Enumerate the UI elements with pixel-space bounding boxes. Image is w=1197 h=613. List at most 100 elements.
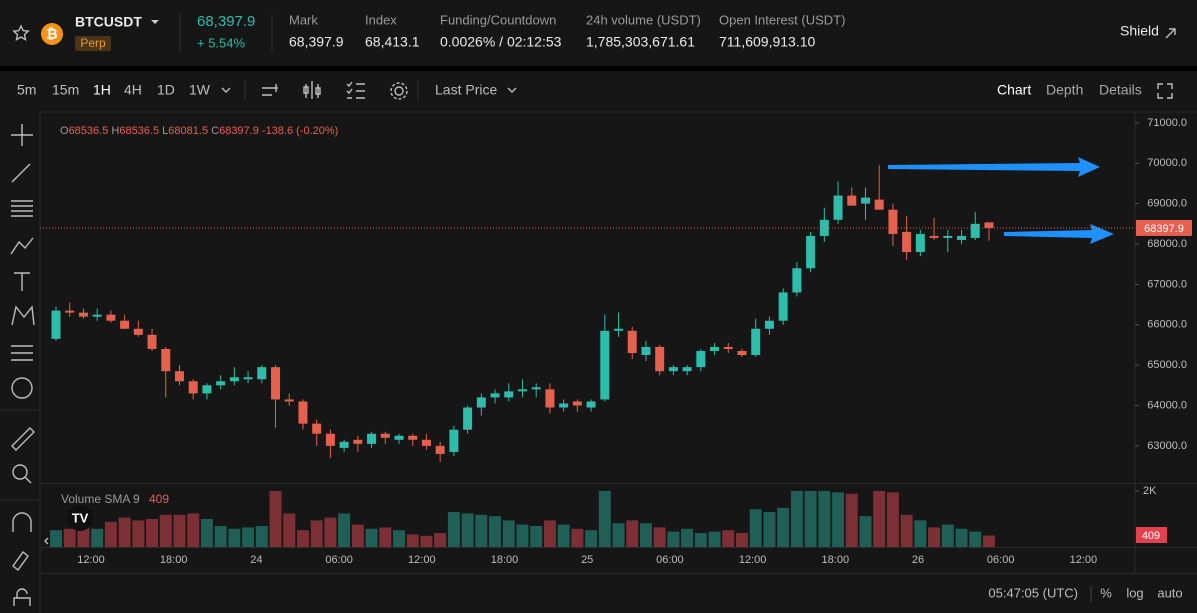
interval-button[interactable]: 1D: [157, 82, 175, 98]
candle-body: [65, 310, 75, 313]
candle-body: [380, 433, 390, 438]
shield-link[interactable]: Shield: [1120, 23, 1159, 39]
candle-body: [92, 314, 102, 317]
ruler-tool[interactable]: [11, 427, 35, 451]
perp-label: Perp: [80, 36, 106, 50]
interval-button[interactable]: 4H: [124, 82, 142, 98]
zoom-handle[interactable]: [24, 476, 32, 484]
indicator-icon[interactable]: [262, 84, 278, 96]
volume-bar: [763, 512, 776, 547]
scroll-left[interactable]: [44, 537, 49, 545]
volume-bar: [722, 530, 735, 547]
magnet-tool[interactable]: [12, 512, 32, 532]
volume-bar: [639, 523, 652, 547]
volume-bar: [63, 528, 76, 547]
price-change: + 5.54%: [197, 35, 246, 50]
candle-body: [463, 407, 473, 430]
volume-bar: [571, 528, 584, 547]
candle-body: [874, 199, 884, 210]
settings-gear[interactable]: [390, 82, 408, 100]
fib-tool[interactable]: [11, 200, 33, 217]
x-tick-label: 06:00: [656, 554, 684, 566]
scale-option[interactable]: auto: [1157, 585, 1182, 600]
x-tick-label: 12:00: [739, 554, 767, 566]
projection-tool[interactable]: [11, 345, 33, 361]
candle-body: [957, 235, 967, 240]
candle-body: [668, 367, 678, 372]
interval-caret[interactable]: [221, 87, 231, 93]
stat-label: Mark: [289, 12, 318, 27]
candle-body: [298, 401, 308, 424]
stats: Mark 68,397.9 Index 68,413.1 Funding/Countdo…: [289, 12, 845, 49]
volume-bar: [845, 493, 858, 547]
view-tabs: Chart Depth Details: [997, 82, 1142, 98]
candle-type-icon[interactable]: [303, 81, 321, 99]
settings-icon[interactable]: [394, 86, 404, 96]
volume-badge-label: 409: [1142, 530, 1160, 542]
candle-body: [490, 393, 500, 398]
lock-draw-tool[interactable]: [12, 550, 29, 572]
brush-tool[interactable]: [10, 237, 34, 255]
interval-button[interactable]: 5m: [17, 82, 36, 98]
pattern-tool[interactable]: [11, 305, 35, 326]
favorite-star[interactable]: [12, 24, 30, 41]
candle-body: [257, 367, 267, 380]
volume-bar: [749, 509, 762, 547]
candle-body: [106, 314, 116, 321]
price-source-caret[interactable]: [507, 87, 517, 93]
drawing-tools: [10, 124, 35, 606]
scale-option[interactable]: %: [1100, 585, 1112, 600]
volume-bar: [859, 516, 872, 547]
symbol[interactable]: BTCUSDT: [75, 14, 142, 30]
volume-bar: [708, 531, 721, 547]
trendline-tool[interactable]: [11, 163, 31, 183]
text-tool[interactable]: [14, 272, 30, 291]
interval-button[interactable]: 1H: [93, 82, 111, 98]
annotation-arrow: [888, 157, 1100, 177]
candle-body: [710, 346, 720, 351]
volume-bar: [214, 526, 227, 547]
candle-body: [627, 330, 637, 354]
candle-body: [792, 268, 802, 293]
price-source[interactable]: Last Price: [435, 82, 497, 98]
emoji-tool[interactable]: [11, 377, 33, 399]
y-tick-label: 63000.0: [1147, 440, 1187, 452]
view-tab[interactable]: Details: [1099, 82, 1142, 98]
ohlc-legend: O68536.5 H68536.5 L68081.5 C68397.9 -138…: [60, 125, 338, 137]
candle-body: [682, 367, 692, 372]
volume-badge: [1136, 527, 1167, 543]
volume-bar: [928, 527, 941, 547]
interval-button[interactable]: 15m: [52, 82, 79, 98]
volume-bar: [694, 533, 707, 547]
volume-bar: [982, 535, 995, 547]
candle-body: [243, 377, 253, 380]
fullscreen-icon[interactable]: [1157, 83, 1173, 99]
candle-body: [78, 312, 88, 317]
volume-bar: [941, 524, 954, 547]
candle-body: [435, 445, 445, 454]
symbol-caret[interactable]: [151, 20, 159, 24]
volume-bar: [132, 520, 145, 547]
volume-bar: [104, 521, 117, 547]
candle-body: [517, 389, 527, 392]
x-tick-label: 12:00: [1070, 554, 1098, 566]
candle-body: [929, 235, 939, 238]
candle-body: [147, 334, 157, 349]
view-tab[interactable]: Chart: [997, 82, 1031, 98]
lock-tool[interactable]: [13, 588, 31, 606]
scale-option[interactable]: log: [1126, 585, 1143, 600]
interval-selector: 5m 15m 1H 4H 1D 1W: [17, 82, 211, 98]
tv-logo: TV: [72, 510, 89, 525]
candle-body: [655, 346, 665, 372]
crosshair-tool[interactable]: [11, 124, 33, 146]
volume-bar: [777, 507, 790, 547]
templates-icon[interactable]: [346, 81, 365, 99]
interval-button[interactable]: 1W: [189, 82, 211, 98]
zoom-tool[interactable]: [12, 464, 28, 480]
last-price-label: 68397.9: [1144, 223, 1184, 235]
volume-bar: [955, 528, 968, 547]
view-tab[interactable]: Depth: [1046, 82, 1083, 98]
volume-bar: [502, 520, 515, 547]
tv-logo-bg: [67, 505, 93, 531]
y-tick-label: 67000.0: [1147, 278, 1187, 290]
